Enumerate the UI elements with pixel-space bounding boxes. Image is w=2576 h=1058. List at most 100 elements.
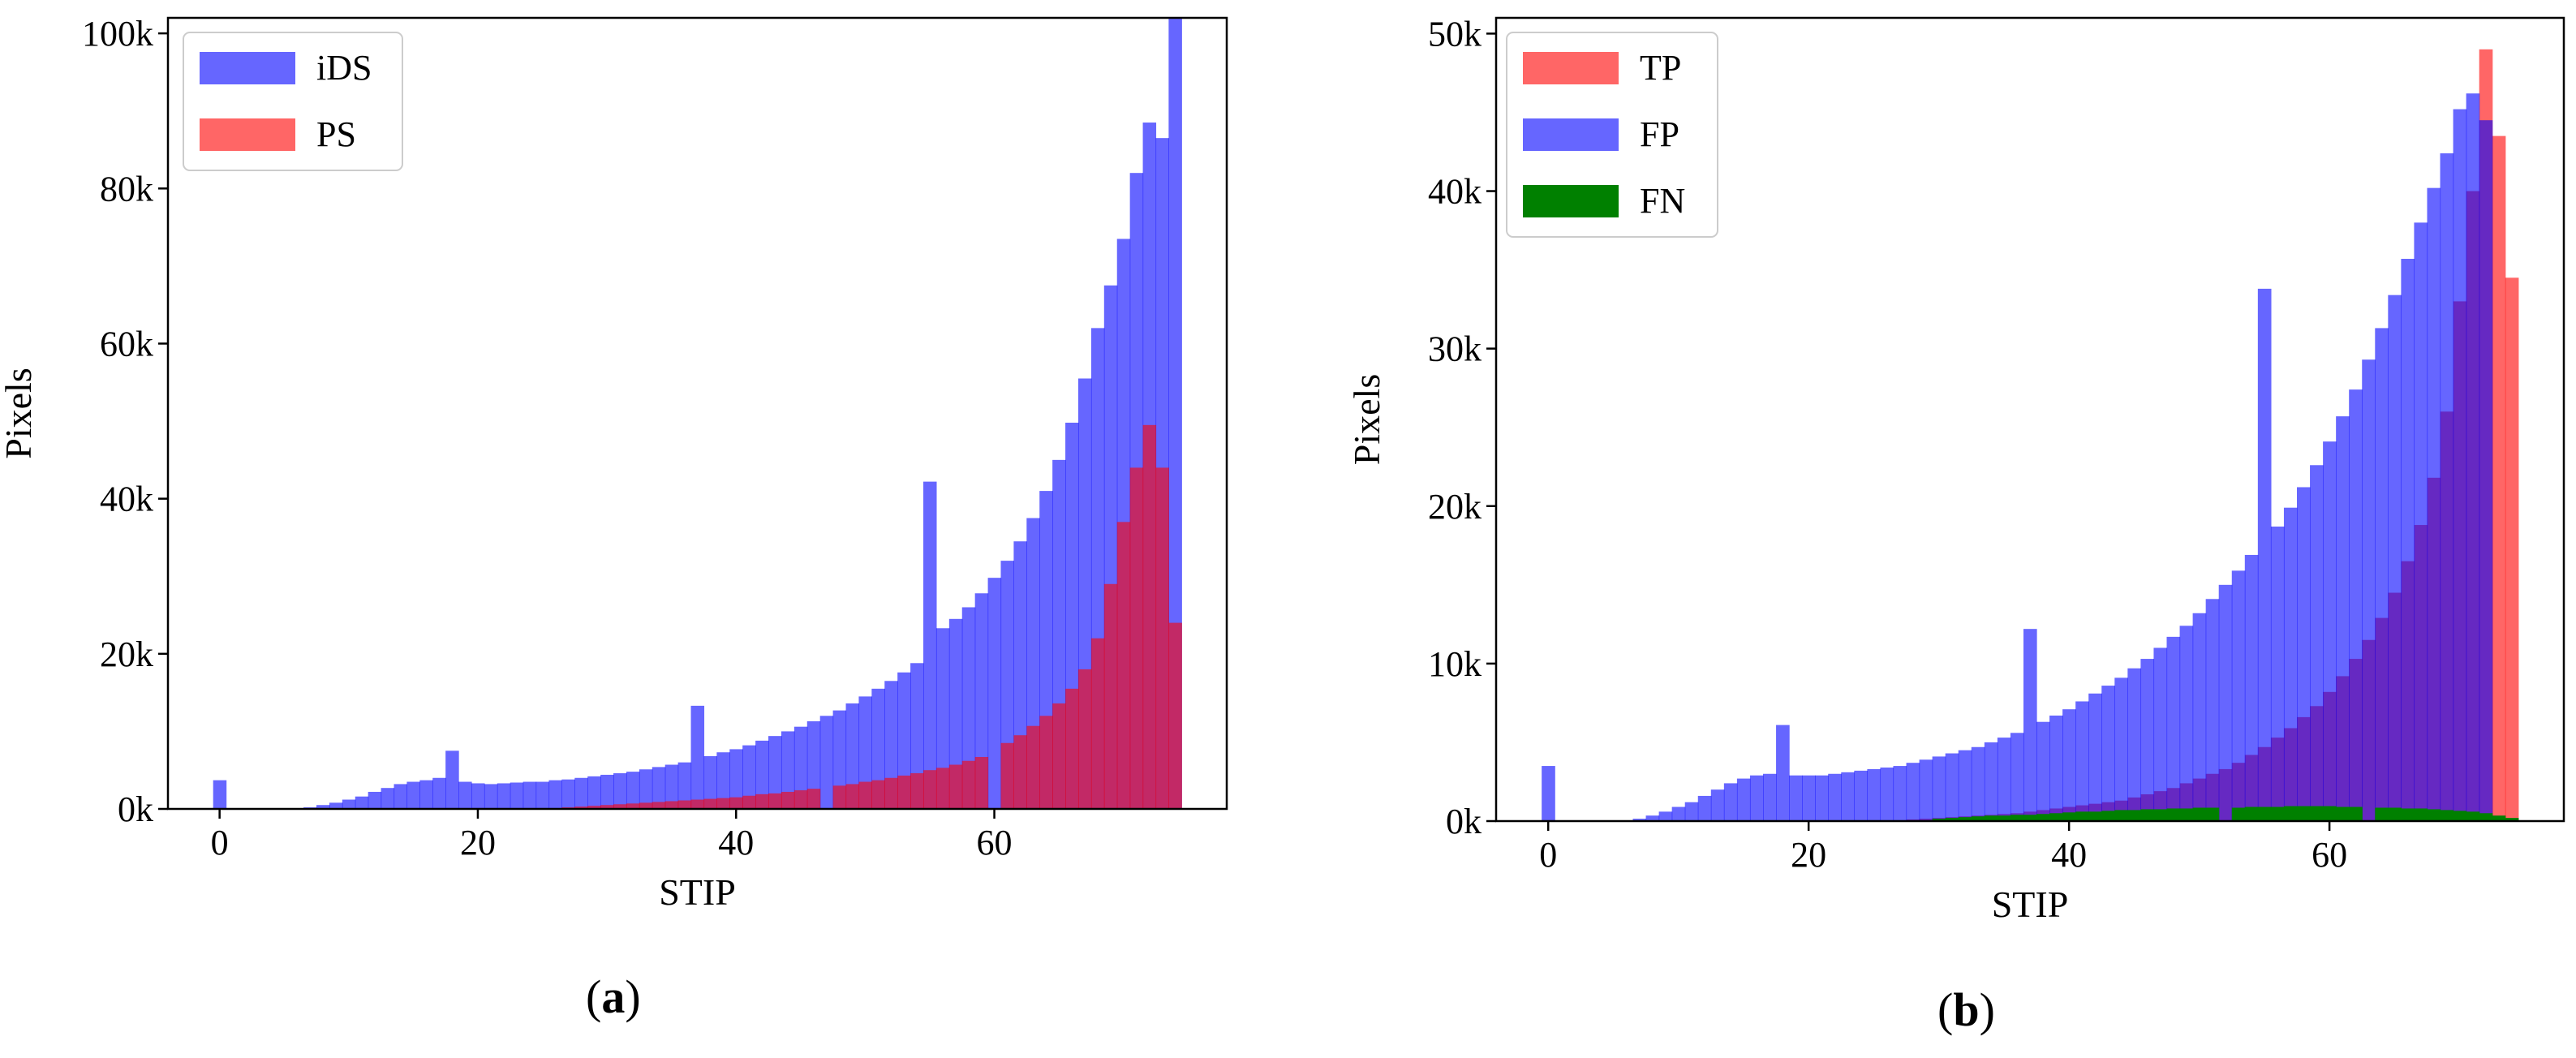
chart-panel-a: 0 20 40 60 0k 20k 40k 60k 80k 100k STIP Pixels iDS PS… (0, 14, 1228, 1023)
bar-ps (1142, 424, 1157, 809)
bar-fp (2414, 222, 2428, 822)
bar-ps (768, 793, 782, 809)
plot-frame (166, 16, 1228, 811)
bar-fp (2036, 721, 2050, 821)
bar-fp (1723, 783, 1738, 821)
bar-fp (2362, 359, 2376, 821)
y-axis-label: Pixels (0, 368, 39, 458)
bar-ids (523, 781, 537, 809)
bar-fn (2036, 814, 2050, 821)
y-tick-label: 50k (1428, 14, 1482, 54)
bar-fp (2466, 93, 2480, 822)
bar-fn (2244, 806, 2259, 821)
bar-ids (548, 780, 562, 809)
bar-fp (1971, 746, 1985, 821)
bar-fp (1815, 775, 1829, 821)
bar-ids (535, 781, 550, 809)
bar-ids (664, 764, 679, 809)
bar-fn (2023, 815, 2037, 821)
bar-fp (1802, 775, 1816, 821)
bar-ps (793, 790, 808, 809)
bar-ps (613, 804, 627, 809)
panel-caption-letter: b (1953, 983, 1979, 1036)
panel-caption-letter: a (601, 970, 625, 1023)
bar-ps (587, 806, 601, 809)
bar-ps (910, 773, 924, 809)
bar-fn (2440, 810, 2454, 821)
bar-ps (1103, 583, 1118, 809)
y-tick-label: 20k (100, 634, 153, 674)
bar-ps (574, 806, 588, 809)
bar-fn (2049, 813, 2063, 821)
bar-ids (639, 769, 653, 809)
bar-ps (845, 784, 860, 809)
x-tick-label: 60 (2312, 835, 2347, 875)
series-fn (1932, 806, 2519, 821)
bar-ids (587, 776, 601, 809)
bar-fp (2192, 613, 2207, 821)
bar-ids (793, 726, 808, 809)
bar-ps (1129, 467, 1144, 809)
bar-ids (497, 783, 511, 809)
bar-ids (910, 663, 924, 809)
bar-fp (1854, 770, 1868, 821)
bar-fn (2453, 811, 2467, 821)
x-axis-label: STIP (659, 871, 736, 913)
bar-fp (1749, 775, 1764, 821)
bar-fp (2336, 416, 2350, 821)
bar-ps (1077, 669, 1092, 809)
bar-ids (510, 782, 524, 809)
bar-fp (2323, 441, 2337, 821)
bar-ids (729, 749, 743, 809)
bar-fp (1958, 750, 1972, 821)
bar-fn (2179, 808, 2194, 821)
bar-ps (1026, 725, 1040, 809)
bar-fp (2257, 288, 2272, 821)
legend-label: FN (1640, 181, 1685, 221)
x-axis-label: STIP (1992, 884, 2069, 925)
bar-fn (1984, 815, 1998, 821)
bar-fn (2505, 818, 2519, 821)
x-tick-label: 0 (211, 823, 229, 862)
bar-ids (974, 593, 989, 809)
bar-fp (1684, 802, 1699, 821)
bar-ids (406, 781, 420, 809)
bar-ps (858, 781, 872, 809)
bar-ids (613, 773, 627, 809)
bar-fp (2231, 570, 2246, 821)
bar-ids (1168, 18, 1182, 809)
bar-ps (1000, 742, 1014, 809)
bar-fp (2440, 153, 2454, 821)
bar-ids (819, 716, 834, 809)
bar-ps (703, 798, 717, 809)
bar-fp (2297, 487, 2311, 821)
bar-ids (213, 780, 227, 809)
bar-ps (729, 797, 743, 809)
bar-fn (2270, 806, 2285, 821)
chart-panel-b: 0 20 40 60 0k 10k 20k 30k 40k 50k STIP Pixels TP FP FN… (1346, 14, 2565, 1036)
bar-ids (948, 618, 963, 809)
legend-swatch (1523, 118, 1619, 151)
bar-fp (1997, 738, 2011, 821)
bar-ids (845, 703, 860, 809)
bars (213, 18, 1182, 810)
bar-ps (639, 802, 653, 809)
bar-fn (1958, 817, 1972, 821)
bar-fn (2088, 811, 2102, 821)
bar-fn (2257, 806, 2272, 821)
bar-ids (742, 745, 756, 809)
bar-fp (1906, 763, 1920, 821)
bar-fp (2062, 709, 2076, 821)
y-axis-label: Pixels (1346, 374, 1387, 465)
x-tick-label: 20 (460, 823, 496, 862)
bar-ids (316, 805, 330, 809)
bar-ids (368, 791, 382, 809)
bar-ps (897, 775, 911, 809)
y-tick-label: 0k (1446, 802, 1482, 841)
panel-caption: (b) (1937, 983, 1995, 1036)
bar-fp (1763, 773, 1777, 821)
bar-ps (1116, 522, 1131, 809)
y-tick-label: 60k (100, 324, 153, 363)
bar-fp (2153, 647, 2168, 821)
bar-ids (419, 780, 433, 809)
